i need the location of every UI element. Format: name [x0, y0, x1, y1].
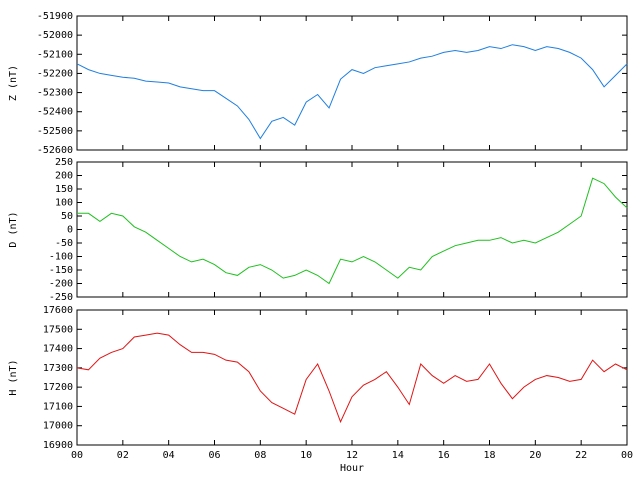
y-tick-label: 100 — [55, 198, 73, 209]
y-tick-label: 200 — [55, 171, 73, 182]
y-tick-label: -100 — [49, 252, 73, 263]
y-tick-label: 17300 — [43, 363, 73, 374]
y-tick-label: 17200 — [43, 382, 73, 393]
y-tick-label: -52500 — [37, 126, 73, 137]
y-axis-label: H (nT) — [8, 359, 19, 395]
y-tick-label: 17100 — [43, 401, 73, 412]
plot-frame — [76, 309, 628, 446]
x-tick-label: 22 — [575, 450, 587, 461]
y-tick-label: -52600 — [37, 145, 73, 156]
y-axis-label: Z (nT) — [8, 65, 19, 101]
y-tick-label: -50 — [55, 238, 73, 249]
data-line — [76, 44, 628, 140]
y-tick-label: 0 — [67, 225, 73, 236]
data-line — [76, 332, 628, 424]
y-tick-label: 17600 — [43, 305, 73, 316]
plot-frame — [76, 15, 628, 151]
x-tick-label: 02 — [117, 450, 129, 461]
y-tick-label: -52200 — [37, 68, 73, 79]
y-tick-label: -52000 — [37, 30, 73, 41]
y-tick-label: 17000 — [43, 421, 73, 432]
plot-frame — [76, 161, 628, 298]
y-tick-label: -52400 — [37, 107, 73, 118]
y-tick-label: 250 — [55, 157, 73, 168]
x-tick-label: 14 — [392, 450, 404, 461]
x-axis-label: Hour — [340, 463, 364, 474]
x-tick-label: 20 — [529, 450, 541, 461]
y-tick-label: -250 — [49, 292, 73, 303]
y-tick-label: 17500 — [43, 324, 73, 335]
y-axis-label: D (nT) — [8, 211, 19, 247]
x-tick-label: 00 — [621, 450, 633, 461]
x-tick-label: 16 — [438, 450, 450, 461]
x-tick-label: 06 — [208, 450, 220, 461]
y-tick-label: -51900 — [37, 11, 73, 22]
x-tick-label: 18 — [483, 450, 495, 461]
data-line — [77, 177, 628, 285]
y-tick-label: -52300 — [37, 88, 73, 99]
x-tick-label: 00 — [71, 450, 83, 461]
y-tick-label: 17400 — [43, 344, 73, 355]
x-tick-label: 04 — [163, 450, 175, 461]
y-tick-label: -52100 — [37, 49, 73, 60]
y-tick-label: -150 — [49, 265, 73, 276]
y-tick-label: 16900 — [43, 440, 73, 451]
x-tick-label: 12 — [346, 450, 358, 461]
x-tick-label: 08 — [254, 450, 266, 461]
y-tick-label: 50 — [61, 211, 73, 222]
x-tick-label: 10 — [300, 450, 312, 461]
y-tick-label: 150 — [55, 184, 73, 195]
y-tick-label: -200 — [49, 279, 73, 290]
